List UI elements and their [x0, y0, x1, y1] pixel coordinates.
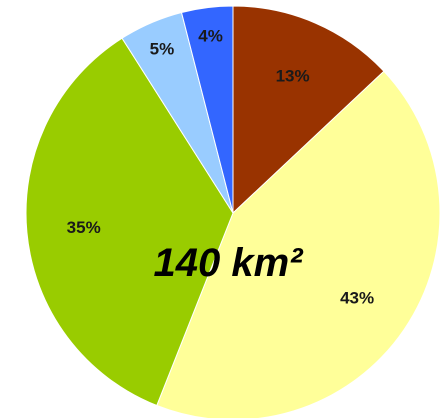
slice-label-35-percent: 35% — [67, 218, 101, 237]
pie-slices — [25, 5, 441, 418]
slice-label-5-percent: 5% — [150, 40, 175, 59]
pie-labels: 13% 43% 35% 5% 4% — [67, 26, 374, 307]
center-total-label: 140 km² — [154, 241, 305, 285]
slice-label-43-percent: 43% — [340, 288, 374, 307]
pie-slice-35-percent — [25, 37, 234, 407]
pie-slice-43-percent — [156, 70, 441, 418]
pie-slice-4-percent — [180, 5, 234, 214]
slice-label-4-percent: 4% — [198, 26, 223, 45]
slice-label-13-percent: 13% — [276, 66, 310, 85]
pie-slice-13-percent — [232, 5, 385, 215]
